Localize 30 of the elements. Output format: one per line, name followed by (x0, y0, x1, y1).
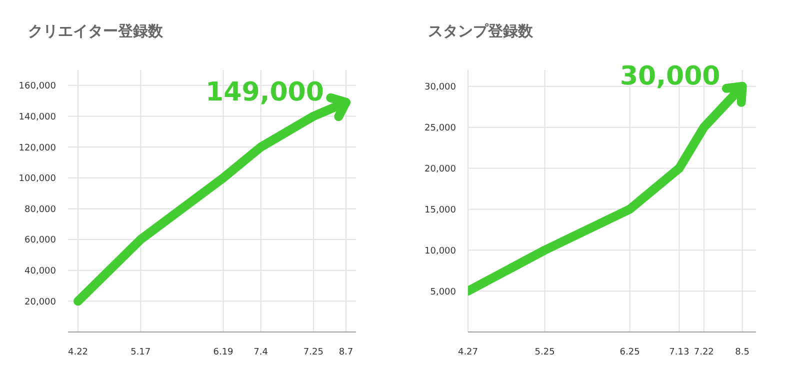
chart-title: スタンプ登録数 (428, 22, 533, 41)
y-tick-label: 20,000 (424, 164, 456, 174)
y-tick-label: 80,000 (24, 204, 56, 215)
x-tick-label: 5.17 (130, 347, 151, 358)
x-tick-label: 7.4 (254, 347, 268, 358)
x-tick-label: 8.5 (735, 347, 750, 358)
y-tick-label: 100,000 (18, 174, 56, 184)
y-tick-label: 140,000 (18, 112, 56, 122)
x-tick-label: 4.22 (68, 347, 88, 358)
y-tick-label: 25,000 (424, 124, 456, 134)
x-tick-label: 6.19 (213, 347, 234, 358)
y-tick-label: 5,000 (430, 287, 456, 298)
y-tick-label: 60,000 (24, 236, 56, 246)
y-tick-label: 120,000 (18, 143, 56, 154)
x-tick-label: 4.27 (458, 347, 478, 358)
y-tick-label: 15,000 (424, 205, 456, 216)
annotation: 149,000 (206, 77, 324, 108)
chart-title: クリエイター登録数 (28, 22, 163, 41)
x-tick-label: 7.22 (694, 347, 714, 358)
x-tick-label: 8.7 (338, 347, 354, 358)
x-tick-label: 7.13 (669, 347, 690, 358)
y-tick-label: 10,000 (424, 246, 456, 256)
x-tick-label: 5.25 (534, 347, 555, 358)
annotation: 30,000 (620, 61, 720, 92)
y-tick-label: 30,000 (424, 82, 456, 93)
y-tick-label: 160,000 (18, 82, 56, 92)
y-tick-label: 20,000 (24, 297, 56, 308)
y-tick-label: 40,000 (24, 266, 56, 277)
x-tick-label: 6.25 (620, 347, 640, 358)
x-tick-label: 7.25 (303, 347, 324, 358)
